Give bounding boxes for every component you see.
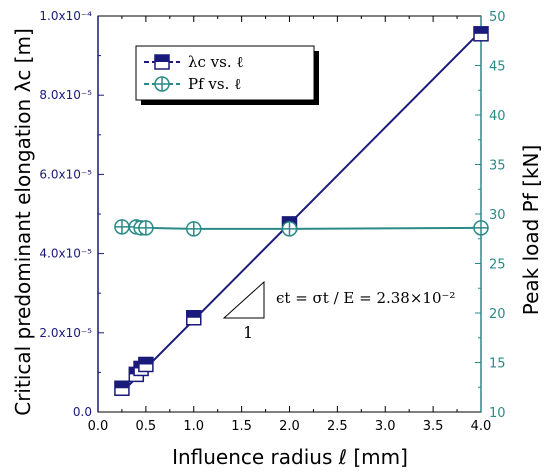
right-axis-ticks: 10 15 20 25 30 35 40 45 50 bbox=[475, 10, 506, 421]
legend-label-lambda: λc vs. ℓ bbox=[188, 53, 244, 71]
legend: λc vs. ℓ Pf vs. ℓ bbox=[135, 45, 319, 105]
x-tick-label: 0.5 bbox=[136, 419, 157, 434]
y-left-axis-title: Critical predominant elongation λc [m] bbox=[11, 28, 35, 416]
x-tick-label: 1.0 bbox=[183, 419, 204, 434]
pf-data-point bbox=[186, 221, 202, 237]
y-left-tick-label: 4.0x10⁻⁵ bbox=[39, 247, 92, 261]
y-right-axis-title: Peak load Pf [kN] bbox=[519, 145, 543, 316]
y-right-tick-label: 35 bbox=[489, 159, 506, 174]
x-tick-label: 2.0 bbox=[279, 419, 300, 434]
y-left-tick-label: 6.0x10⁻⁵ bbox=[39, 167, 92, 181]
y-left-tick-label: 1.0x10⁻⁴ bbox=[39, 9, 92, 23]
pf-line bbox=[121, 225, 482, 230]
y-right-tick-label: 45 bbox=[489, 60, 506, 75]
lambda-fit-line bbox=[121, 30, 482, 393]
y-right-tick-label: 40 bbox=[489, 109, 506, 124]
lambda-data-point bbox=[114, 380, 130, 396]
lambda-data-point bbox=[186, 310, 202, 326]
x-tick-label: 4.0 bbox=[471, 419, 492, 434]
pf-data-point bbox=[114, 219, 130, 235]
y-left-tick-label: 0.0 bbox=[73, 405, 92, 419]
y-right-tick-label: 10 bbox=[489, 406, 506, 421]
x-axis-ticks: 0.0 0.5 1.0 1.5 2.0 2.5 3.0 3.5 4.0 bbox=[88, 16, 492, 434]
y-left-tick-label: 8.0x10⁻⁵ bbox=[39, 88, 92, 102]
legend-label-pf: Pf vs. ℓ bbox=[188, 75, 241, 93]
y-left-tick-label: 2.0x10⁻⁵ bbox=[39, 326, 92, 340]
y-right-tick-label: 25 bbox=[489, 258, 506, 273]
lambda-data-point bbox=[138, 356, 154, 373]
legend-marker-pf bbox=[154, 76, 170, 92]
y-right-tick-label: 50 bbox=[489, 10, 506, 25]
slope-annotation: 1 ϵt = σt / E = 2.38×10⁻² bbox=[222, 280, 455, 342]
formula-text: ϵt = σt / E = 2.38×10⁻² bbox=[276, 289, 455, 307]
x-tick-label: 3.0 bbox=[375, 419, 396, 434]
y-right-tick-label: 20 bbox=[489, 307, 506, 322]
x-tick-label: 2.5 bbox=[327, 419, 348, 434]
left-axis-ticks: 0.0 2.0x10⁻⁵ 4.0x10⁻⁵ 6.0x10⁻⁵ 8.0x10⁻⁵ 1.0x1… bbox=[39, 9, 104, 419]
legend-marker-lambda bbox=[154, 54, 170, 70]
x-tick-label: 1.5 bbox=[231, 419, 252, 434]
x-tick-label: 0.0 bbox=[88, 419, 109, 434]
pf-data-point bbox=[473, 220, 489, 236]
pf-data-point bbox=[281, 221, 298, 237]
pf-data-point bbox=[138, 220, 154, 236]
y-right-tick-label: 15 bbox=[489, 357, 506, 372]
lambda-data-point bbox=[473, 26, 489, 42]
y-right-tick-label: 30 bbox=[489, 208, 506, 223]
x-axis-title: Influence radius ℓ [mm] bbox=[172, 445, 408, 469]
slope-label: 1 bbox=[243, 323, 253, 342]
x-tick-label: 3.5 bbox=[423, 419, 444, 434]
